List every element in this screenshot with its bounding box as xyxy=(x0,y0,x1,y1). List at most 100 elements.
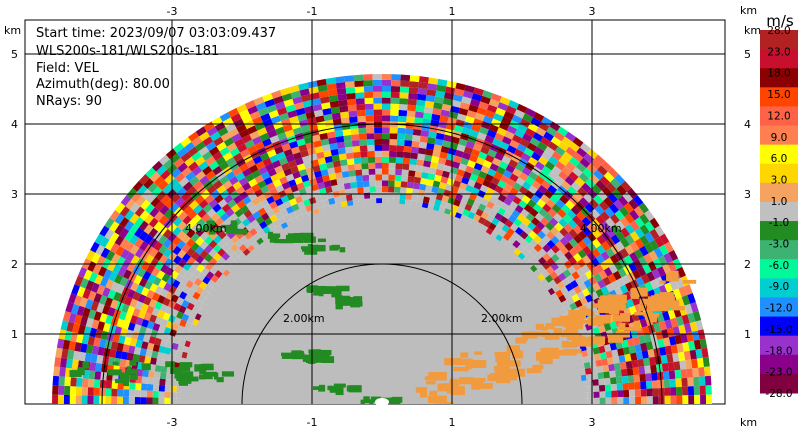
orange-echo xyxy=(542,332,550,338)
velocity-gate xyxy=(485,154,495,163)
orange-echo xyxy=(474,351,483,355)
velocity-gate xyxy=(598,345,606,354)
velocity-gate xyxy=(105,380,113,389)
velocity-gate xyxy=(373,97,382,104)
velocity-gate xyxy=(531,217,541,227)
velocity-gate xyxy=(177,258,187,268)
velocity-gate xyxy=(418,189,426,197)
velocity-gate xyxy=(262,157,272,167)
velocity-gate xyxy=(555,258,564,268)
velocity-gate xyxy=(158,234,168,245)
velocity-gate xyxy=(484,109,496,119)
velocity-gate xyxy=(403,145,412,153)
velocity-gate xyxy=(469,205,479,214)
orange-echo xyxy=(471,381,480,390)
velocity-gate xyxy=(577,239,588,250)
velocity-gate xyxy=(664,345,673,355)
velocity-gate xyxy=(143,296,152,306)
velocity-gate xyxy=(592,347,600,355)
velocity-gate xyxy=(644,231,655,243)
velocity-gate xyxy=(669,280,679,291)
orange-echo xyxy=(583,308,593,315)
velocity-gate xyxy=(262,138,272,147)
velocity-gate xyxy=(493,113,504,122)
velocity-gate xyxy=(558,272,567,282)
orange-echo xyxy=(620,313,631,322)
velocity-gate xyxy=(165,340,174,349)
velocity-gate xyxy=(164,385,171,392)
velocity-gate xyxy=(600,221,611,232)
velocity-gate xyxy=(639,373,647,382)
velocity-gate xyxy=(148,298,158,308)
velocity-gate xyxy=(398,115,407,123)
velocity-gate xyxy=(177,162,189,173)
velocity-gate xyxy=(541,165,552,176)
velocity-gate xyxy=(111,253,121,264)
velocity-gate xyxy=(624,244,635,255)
velocity-gate xyxy=(192,180,204,191)
velocity-gate xyxy=(164,391,171,398)
velocity-gate xyxy=(151,292,161,302)
velocity-gate xyxy=(530,194,541,204)
velocity-gate xyxy=(331,112,341,120)
velocity-gate xyxy=(641,350,649,359)
velocity-gate xyxy=(630,231,640,242)
velocity-gate xyxy=(579,157,591,169)
orange-echo xyxy=(639,298,649,305)
velocity-gate xyxy=(501,116,512,126)
velocity-gate xyxy=(581,392,588,399)
velocity-gate xyxy=(514,129,525,139)
velocity-gate xyxy=(162,228,173,239)
velocity-gate xyxy=(506,144,517,154)
velocity-gate xyxy=(124,312,133,323)
velocity-gate xyxy=(647,349,655,358)
velocity-gate xyxy=(405,193,413,201)
velocity-gate xyxy=(245,173,255,183)
velocity-gate xyxy=(627,375,635,383)
velocity-gate xyxy=(461,96,472,105)
velocity-gate xyxy=(260,185,270,194)
velocity-gate xyxy=(502,210,512,220)
velocity-gate xyxy=(606,357,615,365)
orange-echo xyxy=(634,320,641,327)
velocity-gate xyxy=(144,213,154,225)
velocity-gate xyxy=(359,139,368,146)
velocity-gate xyxy=(89,327,98,338)
velocity-gate xyxy=(266,195,275,205)
velocity-gate xyxy=(520,208,530,218)
velocity-gate xyxy=(478,216,487,225)
velocity-gate xyxy=(154,301,163,311)
velocity-gate xyxy=(167,334,175,343)
velocity-gate xyxy=(183,307,192,317)
velocity-gate xyxy=(684,323,692,334)
velocity-gate xyxy=(695,348,703,359)
velocity-gate xyxy=(568,171,579,182)
velocity-gate xyxy=(630,352,638,361)
velocity-gate xyxy=(672,326,681,336)
velocity-gate xyxy=(148,227,159,238)
velocity-gate xyxy=(154,316,163,325)
green-echo xyxy=(77,367,85,376)
velocity-gate xyxy=(81,386,88,396)
velocity-gate xyxy=(85,280,95,291)
velocity-gate xyxy=(670,395,677,404)
velocity-gate xyxy=(345,146,354,154)
velocity-gate xyxy=(607,192,618,204)
velocity-gate xyxy=(561,166,573,176)
velocity-gate xyxy=(681,295,691,306)
velocity-gate xyxy=(238,243,248,253)
velocity-gate xyxy=(633,206,645,217)
x-tick-label: -3 xyxy=(167,5,178,18)
velocity-gate xyxy=(181,243,191,254)
velocity-gate xyxy=(382,168,389,175)
velocity-gate xyxy=(102,322,111,333)
velocity-gate xyxy=(639,318,648,328)
velocity-gate xyxy=(558,294,567,303)
velocity-gate xyxy=(344,140,353,148)
velocity-gate xyxy=(572,152,584,163)
velocity-gate xyxy=(312,164,321,173)
velocity-gate xyxy=(110,341,119,351)
velocity-gate xyxy=(144,203,155,214)
velocity-gate xyxy=(362,180,370,188)
velocity-gate xyxy=(620,227,631,238)
